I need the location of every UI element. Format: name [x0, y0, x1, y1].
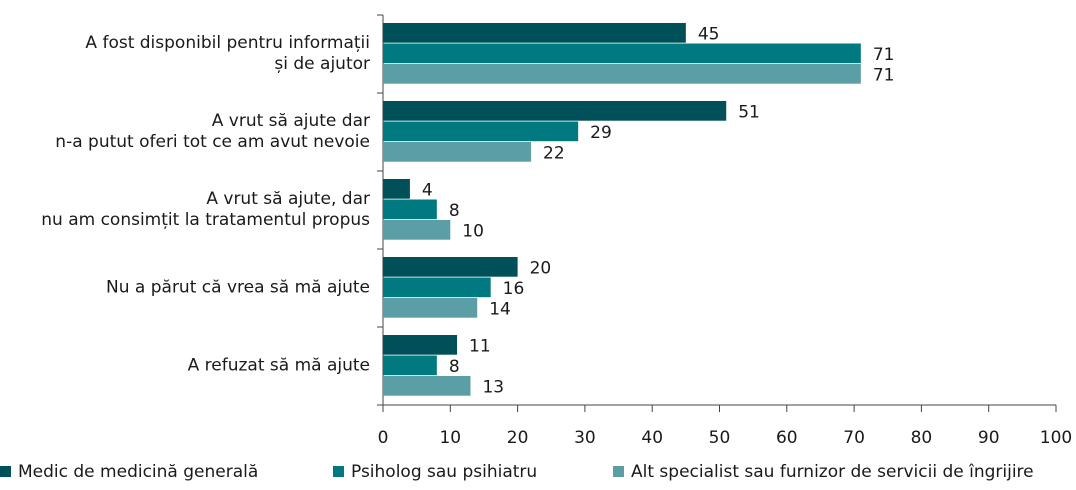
category-label: A vrut să ajute, dar nu am consimțit la …	[41, 189, 370, 230]
value-label: 22	[543, 143, 565, 163]
category-label: A fost disponibil pentru informații și d…	[85, 33, 370, 74]
bar	[383, 257, 518, 277]
x-tick-label: 0	[378, 428, 389, 448]
x-tick-label: 50	[709, 428, 731, 448]
value-label: 8	[449, 201, 460, 221]
bar	[383, 220, 451, 240]
x-tick-label: 30	[574, 428, 596, 448]
legend-label: Medic de medicină generală	[18, 462, 259, 482]
value-label: 71	[873, 45, 895, 65]
bar	[383, 199, 437, 220]
category-label: Nu a părut că vrea să mă ajute	[106, 277, 370, 298]
bar	[383, 64, 861, 84]
value-label: 16	[503, 279, 525, 299]
bar	[383, 277, 491, 298]
legend-label: Alt specialist sau furnizor de servicii …	[631, 462, 1034, 482]
legend-item: Psiholog sau psihiatru	[333, 462, 537, 482]
value-label: 29	[590, 123, 612, 143]
legend-swatch	[613, 466, 624, 477]
x-tick-label: 70	[843, 428, 865, 448]
bar	[383, 335, 458, 355]
legend-item: Medic de medicină generală	[0, 462, 258, 482]
bar	[383, 179, 410, 199]
value-label: 10	[462, 221, 484, 241]
bar	[383, 298, 478, 318]
value-label: 51	[738, 102, 760, 122]
bar	[383, 23, 686, 43]
bar	[383, 43, 861, 64]
value-label: 71	[873, 65, 895, 85]
x-tick-label: 80	[911, 428, 933, 448]
value-label: 8	[449, 357, 460, 377]
bar	[383, 376, 471, 396]
bar	[383, 101, 727, 121]
x-tick-label: 100	[1040, 428, 1072, 448]
category-label: A refuzat să mă ajute	[187, 355, 370, 376]
category-label: A vrut să ajute dar n-a putut oferi tot …	[55, 111, 370, 152]
legend-label: Psiholog sau psihiatru	[351, 462, 538, 482]
x-tick-label: 60	[776, 428, 798, 448]
bar	[383, 121, 579, 142]
x-tick-label: 40	[641, 428, 663, 448]
x-tick-label: 90	[978, 428, 1000, 448]
value-label: 14	[489, 299, 511, 319]
value-label: 45	[698, 24, 720, 44]
legend-item: Alt specialist sau furnizor de servicii …	[613, 462, 1034, 482]
value-label: 4	[422, 180, 433, 200]
x-tick-label: 20	[507, 428, 529, 448]
legend-swatch	[0, 466, 11, 477]
bar	[383, 355, 437, 376]
value-label: 11	[469, 336, 491, 356]
legend-swatch	[333, 466, 344, 477]
x-tick-label: 10	[439, 428, 461, 448]
value-label: 13	[482, 377, 504, 397]
value-label: 20	[530, 258, 552, 278]
bar	[383, 142, 532, 162]
